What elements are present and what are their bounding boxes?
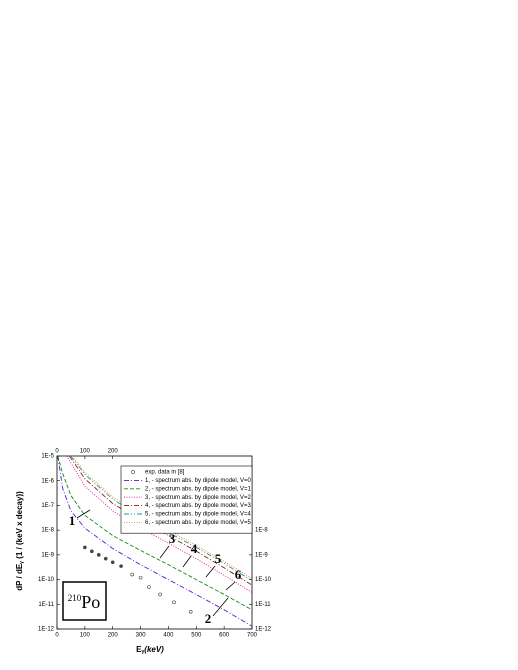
y-tick-label: 1E-6 — [41, 478, 54, 484]
arrow — [205, 565, 216, 578]
y-tick-label: 1E-8 — [41, 528, 54, 534]
curve-label: 2 — [205, 611, 212, 626]
legend-marker — [131, 470, 135, 474]
x2-tick-label: 200 — [108, 449, 119, 455]
plot-frame — [56, 455, 253, 630]
x-tick-label: 0 — [55, 633, 59, 639]
legend-label: 1, - spectrum abs. by dipole model, V=0 — [145, 478, 252, 484]
y-axis-label: dP / dEγ (1 / (keV x decay)) — [15, 491, 25, 591]
data-point — [83, 545, 87, 550]
arrow — [212, 597, 229, 617]
legend-label: 3, - spectrum abs. by dipole model, V=2 — [145, 495, 252, 501]
x-axis-label: Eγ(keV) — [136, 645, 164, 655]
series-line — [70, 455, 253, 582]
arrow — [76, 509, 91, 519]
arrow — [225, 581, 236, 591]
data-point — [96, 553, 101, 557]
x-tick-label: 500 — [191, 633, 202, 639]
x2-tick-label: 0 — [55, 449, 59, 455]
y2-tick-label: 1E-12 — [255, 627, 272, 633]
y2-tick-label: 1E-9 — [255, 552, 268, 558]
legend-box — [120, 465, 253, 534]
y-tick-label: 1E-10 — [38, 577, 55, 583]
data-point — [119, 564, 123, 568]
curve-label: 4 — [191, 541, 198, 556]
x-tick-label: 300 — [136, 633, 147, 639]
data-point — [158, 592, 162, 597]
y-tick-label: 1E-11 — [38, 602, 54, 608]
data-point — [188, 609, 193, 614]
series-line — [66, 455, 253, 593]
x2-tick-label: 100 — [80, 449, 91, 455]
data-point — [130, 572, 135, 577]
data-point — [90, 549, 94, 554]
legend-label: 2, - spectrum abs. by dipole model, V=1 — [145, 486, 252, 492]
x-tick-label: 200 — [108, 633, 119, 639]
legend-label: exp. data in [8] — [145, 470, 185, 476]
y-tick-label: 1E-7 — [41, 503, 54, 509]
legend-label: 6, - spectrum abs. by dipole model, V=5 — [145, 520, 252, 526]
curve-label: 3 — [169, 531, 176, 546]
y-tick-label: 1E-12 — [38, 627, 55, 633]
y2-tick-label: 1E-10 — [255, 577, 272, 583]
legend-label: 5, - spectrum abs. by dipole model, V=4 — [145, 512, 252, 518]
curve-label: 1 — [69, 513, 76, 528]
curve-label: 6 — [235, 567, 242, 582]
legend-label: 4, - spectrum abs. by dipole model, V=3 — [145, 503, 252, 509]
y2-tick-label: 1E-8 — [255, 528, 268, 534]
isotope-label: 210Po — [68, 592, 101, 612]
data-point — [172, 600, 176, 605]
x-tick-label: 700 — [247, 633, 258, 639]
y2-tick-label: 1E-11 — [255, 602, 271, 608]
curve-label: 5 — [215, 551, 222, 566]
series-line — [57, 455, 253, 611]
x-tick-label: 400 — [163, 633, 174, 639]
series-line — [57, 455, 253, 627]
x-tick-label: 600 — [219, 633, 230, 639]
isotope-box — [62, 581, 107, 621]
data-point — [103, 556, 108, 561]
data-point — [110, 560, 115, 565]
arrow — [159, 545, 170, 559]
arrow — [182, 555, 192, 568]
y-tick-label: 1E-9 — [41, 552, 54, 558]
data-point — [147, 585, 151, 589]
y-tick-label: 1E-5 — [41, 454, 54, 460]
data-point — [138, 575, 143, 580]
x-tick-label: 100 — [80, 633, 91, 639]
